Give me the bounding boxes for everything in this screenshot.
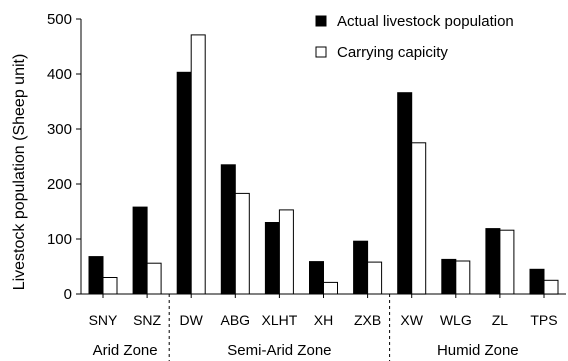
bar-xw-actual <box>397 92 413 295</box>
bar-sny-actual <box>88 256 104 295</box>
y-tick-label-500: 500 <box>47 11 72 28</box>
bar-zl-actual <box>485 228 501 295</box>
zone-label-1: Semi-Arid Zone <box>227 342 331 359</box>
x-tick-label-xh: XH <box>314 312 333 328</box>
bar-xlht-capacity <box>278 209 294 295</box>
x-tick-label-tps: TPS <box>530 312 557 328</box>
y-tick-label-200: 200 <box>47 176 72 193</box>
bar-xh-capacity <box>323 281 338 295</box>
bar-abg-actual <box>220 164 236 295</box>
bar-tps-actual <box>529 268 545 295</box>
zone-label-2: Humid Zone <box>437 342 519 359</box>
bar-zxb-capacity <box>367 261 383 295</box>
bar-dw-capacity <box>190 34 206 295</box>
x-tick-label-xlht: XLHT <box>262 312 298 328</box>
bar-sny-capacity <box>102 277 118 295</box>
zone-label-0: Arid Zone <box>93 342 158 359</box>
bar-snz-actual <box>132 206 148 295</box>
bar-xh-actual <box>309 261 324 295</box>
legend-label-capacity: Carrying capicity <box>337 44 448 61</box>
bar-wlg-capacity <box>455 260 471 295</box>
bar-xlht-actual <box>264 222 280 295</box>
legend-swatch-capacity <box>315 46 327 58</box>
x-tick-label-xw: XW <box>400 312 423 328</box>
legend: Actual livestock population Carrying cap… <box>315 13 514 61</box>
y-tick-label-300: 300 <box>47 121 72 138</box>
bar-tps-capacity <box>543 279 559 295</box>
x-tick-label-abg: ABG <box>221 312 251 328</box>
bar-abg-capacity <box>234 192 250 295</box>
y-axis-title: Livestock population (Sheep unit) <box>11 54 28 291</box>
bar-wlg-actual <box>441 258 457 295</box>
y-tick-label-100: 100 <box>47 231 72 248</box>
bar-xw-capacity <box>411 142 427 295</box>
axes <box>76 18 566 361</box>
x-tick-label-sny: SNY <box>89 312 118 328</box>
x-tick-label-zxb: ZXB <box>354 312 381 328</box>
legend-label-actual: Actual livestock population <box>337 13 514 30</box>
bar-snz-capacity <box>146 262 162 295</box>
x-tick-label-zl: ZL <box>492 312 509 328</box>
y-tick-label-0: 0 <box>64 286 72 303</box>
bar-group <box>88 34 559 295</box>
bar-dw-actual <box>176 71 192 295</box>
x-tick-label-snz: SNZ <box>133 312 161 328</box>
bar-zxb-actual <box>353 240 369 295</box>
legend-swatch-actual <box>315 15 327 27</box>
x-tick-label-wlg: WLG <box>440 312 472 328</box>
y-tick-label-400: 400 <box>47 66 72 83</box>
x-tick-label-dw: DW <box>180 312 204 328</box>
bar-zl-capacity <box>499 229 515 295</box>
axis-labels: SNY SNZ DW ABG XLHT XH ZXB XW WLG ZL TPS 0 100 200 300… <box>47 11 558 359</box>
